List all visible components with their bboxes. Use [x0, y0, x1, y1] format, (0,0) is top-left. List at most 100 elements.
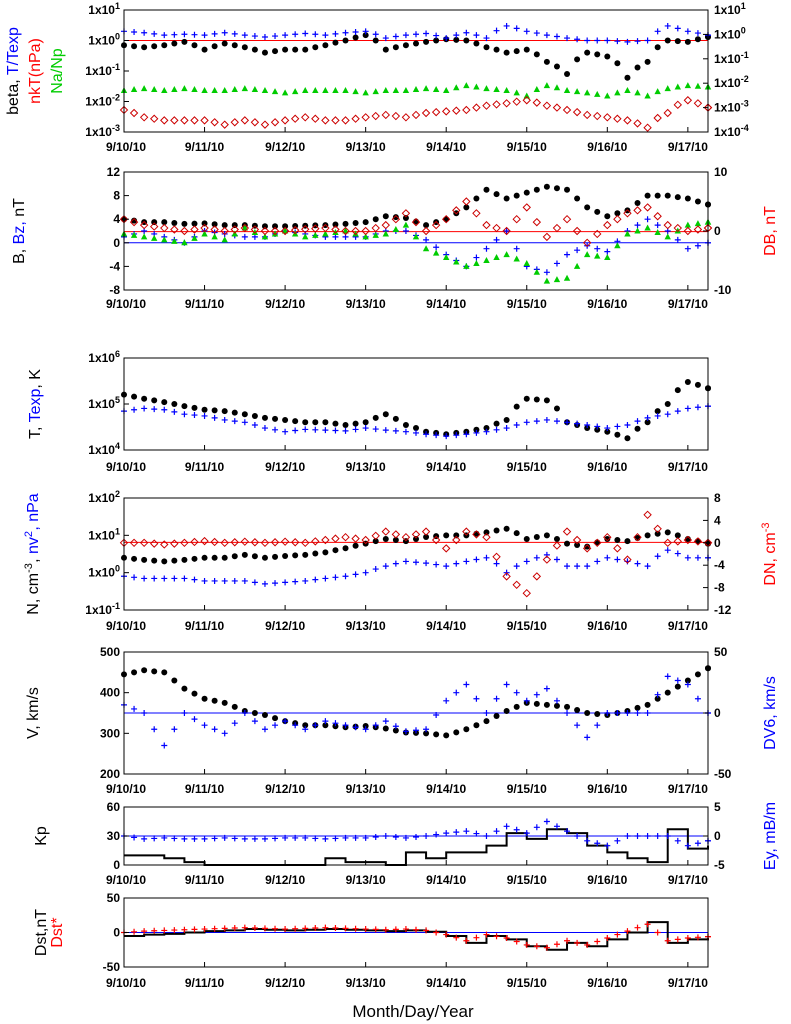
- data-point: [251, 421, 258, 428]
- tick-label: 1x104: [88, 441, 120, 457]
- data-point: [694, 30, 701, 37]
- data-point: [231, 577, 238, 584]
- data-point: [604, 248, 611, 255]
- data-point: [624, 74, 631, 81]
- data-point: [129, 217, 139, 227]
- data-point: [352, 220, 359, 227]
- data-point: [261, 49, 268, 56]
- data-point: [221, 554, 228, 561]
- data-point: [322, 32, 329, 39]
- data-point: [201, 32, 208, 39]
- data-point: [643, 123, 652, 132]
- series-4: [119, 197, 713, 248]
- data-point: [584, 543, 591, 550]
- data-point: [694, 36, 701, 43]
- data-point: [362, 28, 369, 35]
- data-point: [413, 31, 419, 38]
- data-point: [594, 51, 601, 58]
- data-point: [594, 245, 601, 252]
- data-point: [482, 101, 491, 110]
- data-point: [241, 551, 248, 558]
- data-point: [382, 718, 389, 725]
- data-point: [594, 840, 601, 847]
- data-point: [332, 574, 339, 581]
- data-point: [412, 233, 420, 240]
- data-point: [181, 575, 188, 582]
- data-point: [493, 86, 500, 93]
- data-point: [149, 539, 159, 548]
- data-point: [584, 37, 591, 44]
- series-2: [121, 921, 711, 951]
- data-point: [180, 538, 189, 548]
- data-point: [614, 431, 621, 438]
- data-point: [261, 925, 268, 932]
- data-point: [282, 579, 289, 586]
- tick-label: 1x101: [714, 1, 746, 17]
- x-tick-label: 9/16/10: [587, 782, 627, 796]
- data-point: [664, 192, 671, 199]
- data-point: [251, 86, 259, 93]
- data-point: [674, 194, 681, 201]
- x-tick-label: 9/16/10: [587, 297, 627, 311]
- data-point: [372, 538, 379, 545]
- data-point: [302, 233, 309, 240]
- data-point: [462, 197, 471, 206]
- data-point: [604, 425, 611, 432]
- data-point: [301, 225, 310, 234]
- data-point: [191, 716, 198, 723]
- data-point: [483, 186, 490, 193]
- data-point: [431, 535, 441, 545]
- data-point: [241, 577, 248, 584]
- data-point: [282, 926, 289, 933]
- data-point: [151, 575, 158, 582]
- data-point: [421, 527, 431, 536]
- data-point: [171, 575, 178, 582]
- data-point: [564, 70, 571, 77]
- data-point: [493, 254, 500, 261]
- x-tick-label: 9/12/10: [265, 976, 305, 990]
- data-point: [171, 31, 178, 38]
- data-point: [332, 723, 339, 730]
- data-point: [644, 563, 651, 570]
- tick-label: 1x101: [88, 526, 120, 542]
- data-point: [574, 195, 581, 202]
- data-point: [564, 703, 571, 710]
- data-point: [564, 251, 571, 258]
- data-point: [322, 575, 329, 582]
- data-point: [513, 938, 520, 945]
- data-point: [149, 114, 159, 123]
- data-point: [181, 220, 188, 227]
- data-point: [533, 86, 541, 93]
- data-point: [533, 51, 540, 58]
- data-point: [312, 722, 319, 729]
- x-tick-label: 9/13/10: [346, 460, 386, 474]
- data-point: [181, 556, 188, 563]
- tick-label: 1x100: [88, 564, 120, 580]
- data-point: [191, 220, 198, 227]
- data-point: [280, 116, 290, 125]
- data-point: [463, 37, 470, 44]
- data-point: [221, 577, 228, 584]
- data-point: [473, 934, 480, 941]
- data-point: [684, 221, 692, 228]
- data-point: [513, 255, 520, 262]
- data-point: [312, 426, 319, 433]
- data-point: [221, 699, 228, 706]
- tick-label: -8: [714, 581, 725, 595]
- series-2: [121, 673, 711, 749]
- data-point: [583, 251, 591, 258]
- data-point: [361, 226, 370, 236]
- data-point: [401, 532, 411, 542]
- x-tick-label: 9/11/10: [185, 140, 225, 154]
- panel-4: 1x10-1 1x100 1x101 1x102 -12 -8 -4 0 4 8 9/10/10 9/…: [23, 489, 779, 633]
- data-point: [634, 199, 641, 206]
- data-point: [574, 420, 581, 427]
- data-point: [332, 547, 339, 554]
- data-point: [382, 87, 389, 94]
- data-point: [392, 226, 400, 233]
- data-point: [261, 712, 268, 719]
- data-point: [553, 63, 560, 70]
- data-point: [402, 558, 409, 565]
- data-point: [210, 118, 219, 127]
- x-tick-label: 9/13/10: [346, 297, 386, 311]
